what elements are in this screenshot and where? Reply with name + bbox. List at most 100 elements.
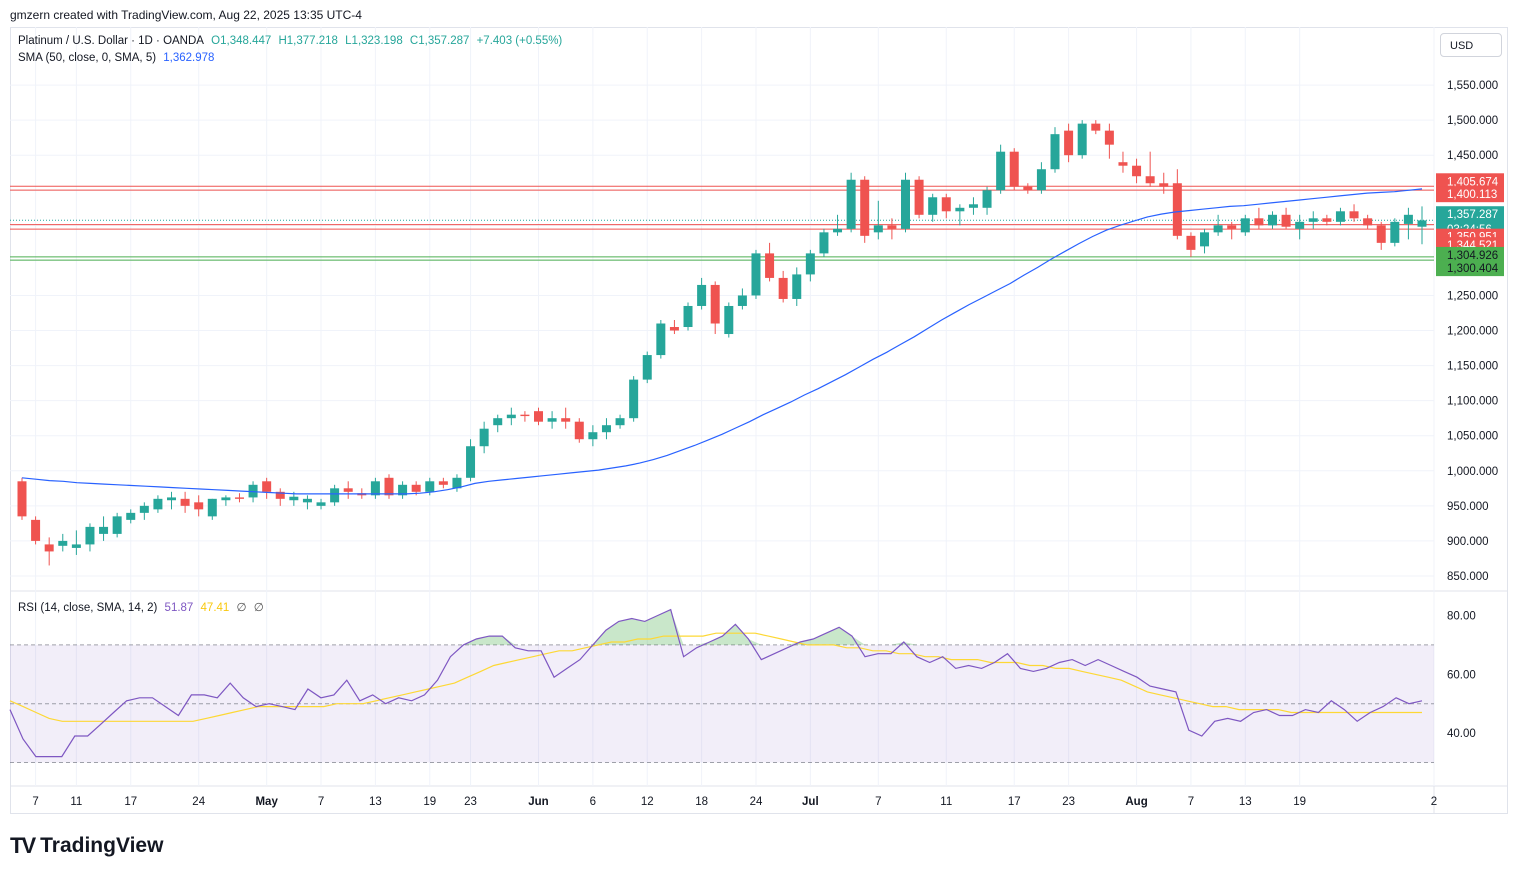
candle-body bbox=[44, 544, 54, 552]
candle-body bbox=[615, 418, 625, 426]
candle-body bbox=[1417, 220, 1427, 227]
candle-body bbox=[153, 498, 163, 510]
time-tick-label: 13 bbox=[369, 796, 382, 808]
tradingview-logo-icon: TV bbox=[10, 833, 36, 858]
candle-body bbox=[873, 225, 883, 233]
candle-body bbox=[466, 446, 476, 478]
candle-body bbox=[1172, 183, 1182, 236]
candle-body bbox=[928, 197, 938, 215]
candle-body bbox=[1145, 176, 1155, 184]
legend-close: C1,357.287 bbox=[409, 35, 470, 47]
candle-body bbox=[17, 481, 27, 517]
time-tick-label: 2 bbox=[1431, 796, 1437, 808]
time-tick-label: 24 bbox=[192, 796, 205, 808]
candle-body bbox=[996, 151, 1006, 191]
candle-body bbox=[534, 411, 544, 422]
candle-body bbox=[112, 516, 122, 534]
time-tick-label: 23 bbox=[1062, 796, 1075, 808]
candle-body bbox=[58, 540, 68, 546]
candle-body bbox=[1186, 235, 1196, 250]
candle-body bbox=[71, 544, 81, 548]
candle-body bbox=[751, 253, 761, 296]
price-axis-label: 1,357.287 bbox=[1447, 209, 1498, 221]
candle-body bbox=[398, 484, 408, 496]
candle-body bbox=[126, 512, 136, 520]
price-axis-label-box bbox=[1436, 186, 1504, 203]
candle-body bbox=[302, 498, 312, 503]
candle-body bbox=[221, 497, 231, 501]
price-tick-label: 1,200.000 bbox=[1447, 326, 1498, 338]
symbol-title[interactable]: Platinum / U.S. Dollar · 1D · OANDA bbox=[18, 35, 204, 47]
rsi-extra-2: ∅ bbox=[253, 602, 264, 614]
candle-body bbox=[887, 225, 897, 229]
time-tick-label: 19 bbox=[1293, 796, 1306, 808]
candle-body bbox=[1390, 221, 1400, 243]
candle-body bbox=[1295, 221, 1305, 229]
chart-frame bbox=[10, 27, 1508, 814]
price-tick-label: 1,100.000 bbox=[1447, 396, 1498, 408]
rsi-overbought-fill bbox=[463, 609, 917, 645]
time-tick-label: 19 bbox=[423, 796, 436, 808]
tradingview-brand: TradingView bbox=[40, 834, 164, 857]
candle-body bbox=[1213, 225, 1223, 233]
rsi-tick-label: 40.00 bbox=[1447, 728, 1476, 740]
price-axis-label: 1,304.926 bbox=[1447, 250, 1498, 262]
candle-body bbox=[275, 491, 285, 499]
time-tick-label: 17 bbox=[124, 796, 137, 808]
candle-body bbox=[561, 418, 571, 422]
rsi-ma-line bbox=[9, 632, 1422, 722]
candle-body bbox=[139, 505, 149, 513]
candle-body bbox=[479, 428, 489, 447]
time-tick-label: 13 bbox=[1239, 796, 1252, 808]
candle-body bbox=[1050, 134, 1060, 170]
candle-body bbox=[860, 179, 870, 236]
candle-body bbox=[262, 481, 272, 492]
candle-body bbox=[520, 414, 530, 417]
rsi-ma-value: 47.41 bbox=[200, 602, 230, 614]
candle-body bbox=[343, 488, 353, 492]
price-axis-label-box bbox=[1436, 246, 1504, 263]
candle-body bbox=[737, 295, 747, 306]
candle-body bbox=[180, 498, 190, 506]
candle-body bbox=[1335, 211, 1345, 222]
chart-header: gmzern created with TradingView.com, Aug… bbox=[10, 8, 362, 22]
currency-selector[interactable]: USD bbox=[1440, 33, 1502, 57]
time-tick-label: 7 bbox=[318, 796, 324, 808]
candle-body bbox=[724, 305, 734, 335]
rsi-line bbox=[9, 608, 1423, 758]
candle-body bbox=[99, 526, 109, 534]
candle-body bbox=[207, 498, 217, 517]
candle-body bbox=[1376, 225, 1386, 243]
candle-body bbox=[384, 477, 394, 496]
sma-label[interactable]: SMA (50, close, 0, SMA, 5) bbox=[18, 52, 157, 64]
candle-body bbox=[1159, 183, 1169, 187]
candle-body bbox=[697, 284, 707, 306]
candle-body bbox=[601, 425, 611, 433]
candle-body bbox=[1200, 232, 1210, 247]
candle-body bbox=[846, 179, 856, 229]
candle-body bbox=[1023, 186, 1033, 191]
legend-open: O1,348.447 bbox=[211, 35, 272, 47]
candle-body bbox=[506, 414, 516, 419]
candle-body bbox=[547, 418, 557, 422]
candle-body bbox=[968, 204, 978, 208]
price-tick-label: 1,550.000 bbox=[1447, 80, 1498, 92]
candle-body bbox=[629, 379, 639, 419]
candle-body bbox=[411, 484, 421, 492]
candle-body bbox=[1104, 130, 1114, 145]
candle-body bbox=[805, 253, 815, 275]
rsi-label[interactable]: RSI (14, close, SMA, 14, 2) bbox=[18, 602, 158, 614]
rsi-tick-label: 80.00 bbox=[1447, 611, 1476, 623]
rsi-tick-label: 60.00 bbox=[1447, 669, 1476, 681]
price-axis-label-box bbox=[1436, 260, 1504, 277]
price-tick-label: 1,000.000 bbox=[1447, 466, 1498, 478]
price-tick-label: 1,050.000 bbox=[1447, 431, 1498, 443]
tradingview-logo: TV TradingView bbox=[10, 833, 163, 859]
time-tick-label: Aug bbox=[1125, 796, 1147, 808]
candle-body bbox=[588, 432, 598, 440]
candle-body bbox=[914, 179, 924, 215]
candle-body bbox=[833, 228, 843, 233]
candle-body bbox=[1349, 211, 1359, 219]
candle-body bbox=[1281, 214, 1291, 227]
